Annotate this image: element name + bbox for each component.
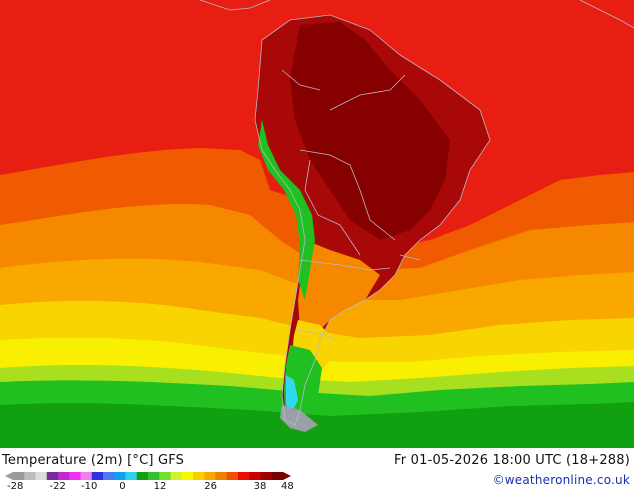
color-legend: -28 -22 -10 0 12 26 38 48 <box>5 472 294 490</box>
legend-swatch <box>271 472 284 480</box>
southern-cone-warm <box>298 240 380 335</box>
legend-swatch <box>80 472 93 480</box>
legend-swatch <box>13 472 25 480</box>
product-title: Temperature (2m) [°C] GFS <box>2 453 185 468</box>
legend-swatch <box>91 472 104 480</box>
andes-cold-strip <box>258 120 315 300</box>
legend-swatch <box>103 472 115 480</box>
legend-tick-label: 38 <box>254 481 267 490</box>
map-canvas <box>0 0 634 448</box>
legend-max-arrow <box>283 472 291 480</box>
legend-swatch <box>226 472 239 480</box>
legend-swatch <box>249 472 261 480</box>
credit-link[interactable]: ©weatheronline.co.uk <box>492 473 630 487</box>
legend-swatch <box>58 472 70 480</box>
legend-swatch <box>238 472 250 480</box>
legend-tick-label: 12 <box>154 481 167 490</box>
legend-swatch <box>181 472 194 480</box>
legend-swatch <box>204 472 216 480</box>
legend-swatch <box>69 472 81 480</box>
legend-tick-label: 0 <box>119 481 125 490</box>
caribbean-borders <box>199 0 634 29</box>
legend-swatch <box>114 472 126 480</box>
legend-swatch <box>170 472 183 480</box>
legend-tick-label: -28 <box>7 481 23 490</box>
country-borders <box>254 14 491 426</box>
legend-swatch <box>35 472 48 480</box>
legend-tick-label: -10 <box>81 481 97 490</box>
legend-swatch <box>215 472 228 480</box>
amazon-hot-core <box>290 22 450 240</box>
legend-swatch <box>125 472 138 480</box>
legend-tick-label: 48 <box>281 481 294 490</box>
legend-swatch <box>260 472 273 480</box>
legend-swatch <box>148 472 160 480</box>
legend-min-arrow <box>5 472 13 480</box>
tierra-del-fuego-ice <box>280 405 318 432</box>
temperature-map <box>0 0 634 448</box>
legend-swatch <box>193 472 205 480</box>
legend-swatch <box>136 472 149 480</box>
legend-tick-label: 26 <box>204 481 217 490</box>
legend-swatch <box>159 472 171 480</box>
legend-tick-label: -22 <box>50 481 66 490</box>
valid-datetime: Fr 01-05-2026 18:00 UTC (18+288) <box>394 453 630 468</box>
legend-swatch <box>46 472 59 480</box>
southern-andes-snow <box>286 375 298 412</box>
legend-swatch <box>24 472 36 480</box>
map-footer: Temperature (2m) [°C] GFS Fr 01-05-2026 … <box>0 448 634 490</box>
